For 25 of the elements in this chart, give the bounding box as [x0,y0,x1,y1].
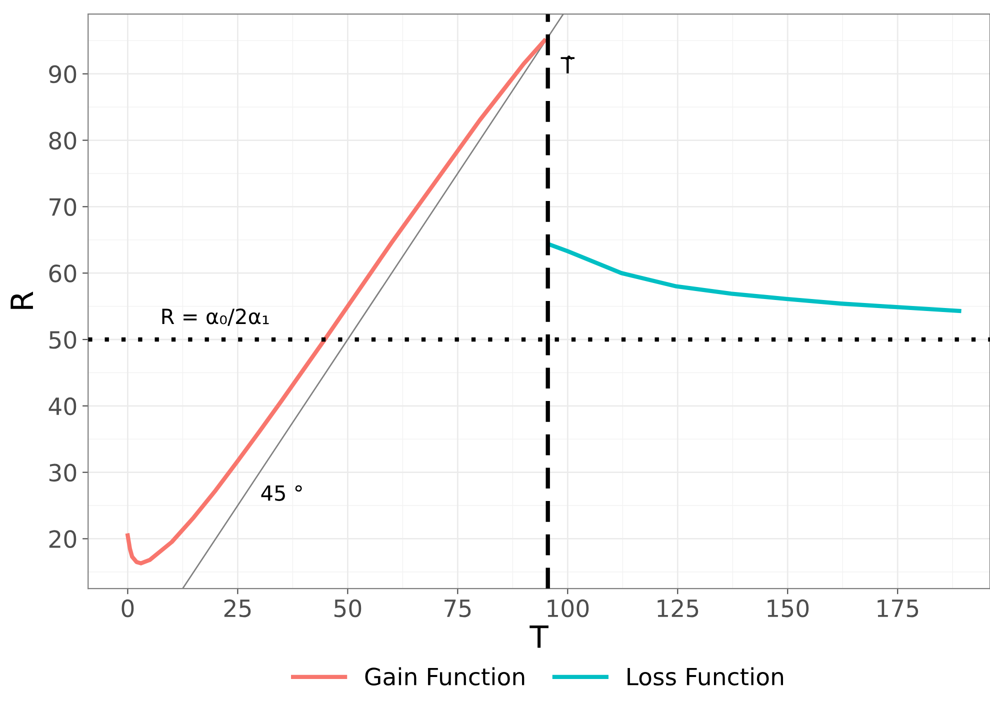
y-tick-label: 60 [49,264,76,282]
ref-line-label: R = α₀/2α₁ [162,308,269,326]
x-tick-label: 175 [878,600,918,618]
y-tick-label: 80 [49,132,76,150]
annotation: 45 ° [261,485,302,501]
x-tick-label: 100 [548,599,589,618]
y-tick-label: 90 [49,65,76,84]
x-tick-label: 0 [122,599,134,618]
legend-label: Gain Function [365,667,524,686]
y-tick-label: 40 [48,397,76,416]
y-tick-label: 50 [49,330,76,349]
legend-label: Loss Function [628,667,784,686]
line-series [126,38,546,566]
line-series [548,242,962,314]
y-tick-label: 70 [50,198,76,216]
ref-line-label: T̂ [560,56,575,74]
y-tick-label: 20 [49,530,76,548]
y-axis-title: R [10,292,33,309]
x-tick-label: 50 [334,599,362,618]
x-axis-title: T [530,626,548,648]
x-tick-label: 150 [768,599,809,618]
y-tick-label: 30 [49,464,76,482]
x-tick-label: 75 [444,600,471,618]
x-tick-label: 125 [658,599,698,618]
x-tick-label: 25 [224,599,251,618]
